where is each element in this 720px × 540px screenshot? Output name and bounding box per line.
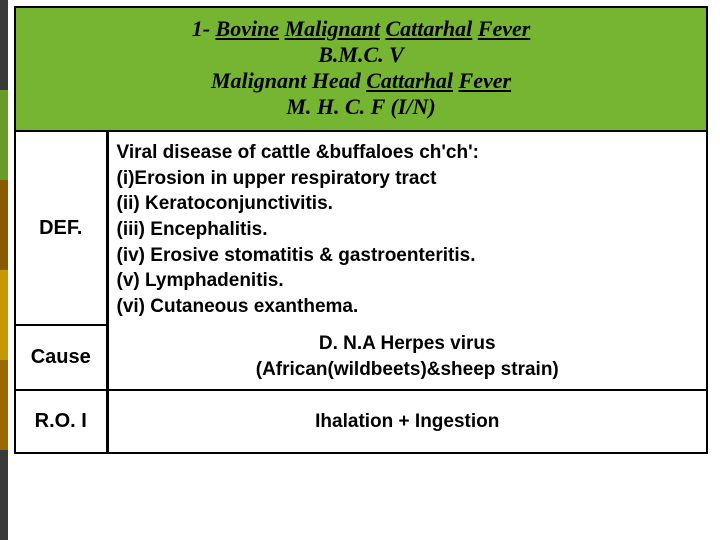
accent-seg [0, 0, 8, 90]
side-accent [0, 0, 8, 540]
title-line-4: M. H. C. F (I/N) [26, 94, 696, 120]
title-word: Bovine [216, 16, 280, 41]
cause-line-1: D. N.A Herpes virus [117, 331, 699, 357]
content-cause: D. N.A Herpes virus (African(wildbeets)&… [107, 325, 707, 389]
title-word: Malignant [285, 16, 380, 41]
title-line-1: 1- Bovine Malignant Cattarhal Fever [26, 16, 696, 42]
slide-container: 1- Bovine Malignant Cattarhal Fever B.M.… [14, 6, 708, 454]
label-roi: R.O. I [15, 390, 107, 454]
title-word: Cattarhal [385, 16, 472, 41]
label-def: DEF. [15, 132, 107, 325]
row-roi: R.O. I Ihalation + Ingestion [15, 390, 707, 454]
accent-seg [0, 180, 8, 270]
title-word: Fever [478, 16, 531, 41]
accent-seg [0, 360, 8, 450]
title-line-2: B.M.C. V [26, 42, 696, 68]
def-line: (iii) Encephalitis. [117, 217, 699, 243]
title-prefix: 1- [192, 16, 216, 41]
def-line: (v) Lymphadenitis. [117, 268, 699, 294]
cause-line-2: (African(wildbeets)&sheep strain) [117, 357, 699, 383]
title-word: Malignant [211, 68, 306, 93]
accent-seg [0, 270, 8, 360]
def-line: (iv) Erosive stomatitis & gastroenteriti… [117, 243, 699, 269]
title-word: Head [312, 68, 361, 93]
row-def: DEF. Viral disease of cattle &buffaloes … [15, 132, 707, 325]
roi-text: Ihalation + Ingestion [117, 397, 699, 447]
content-roi: Ihalation + Ingestion [107, 390, 707, 454]
accent-seg [0, 450, 8, 540]
def-line: (ii) Keratoconjunctivitis. [117, 191, 699, 217]
def-line: (vi) Cutaneous exanthema. [117, 294, 699, 320]
title-word: Fever [459, 68, 512, 93]
title-word: Cattarhal [366, 68, 453, 93]
body-table: DEF. Viral disease of cattle &buffaloes … [14, 132, 708, 454]
title-line-3: Malignant Head Cattarhal Fever [26, 68, 696, 94]
content-def: Viral disease of cattle &buffaloes ch'ch… [107, 132, 707, 325]
label-cause: Cause [15, 325, 107, 389]
title-block: 1- Bovine Malignant Cattarhal Fever B.M.… [14, 6, 708, 132]
def-line: Viral disease of cattle &buffaloes ch'ch… [117, 140, 699, 166]
row-cause: Cause D. N.A Herpes virus (African(wildb… [15, 325, 707, 389]
accent-seg [0, 90, 8, 180]
def-line: (i)Erosion in upper respiratory tract [117, 166, 699, 192]
